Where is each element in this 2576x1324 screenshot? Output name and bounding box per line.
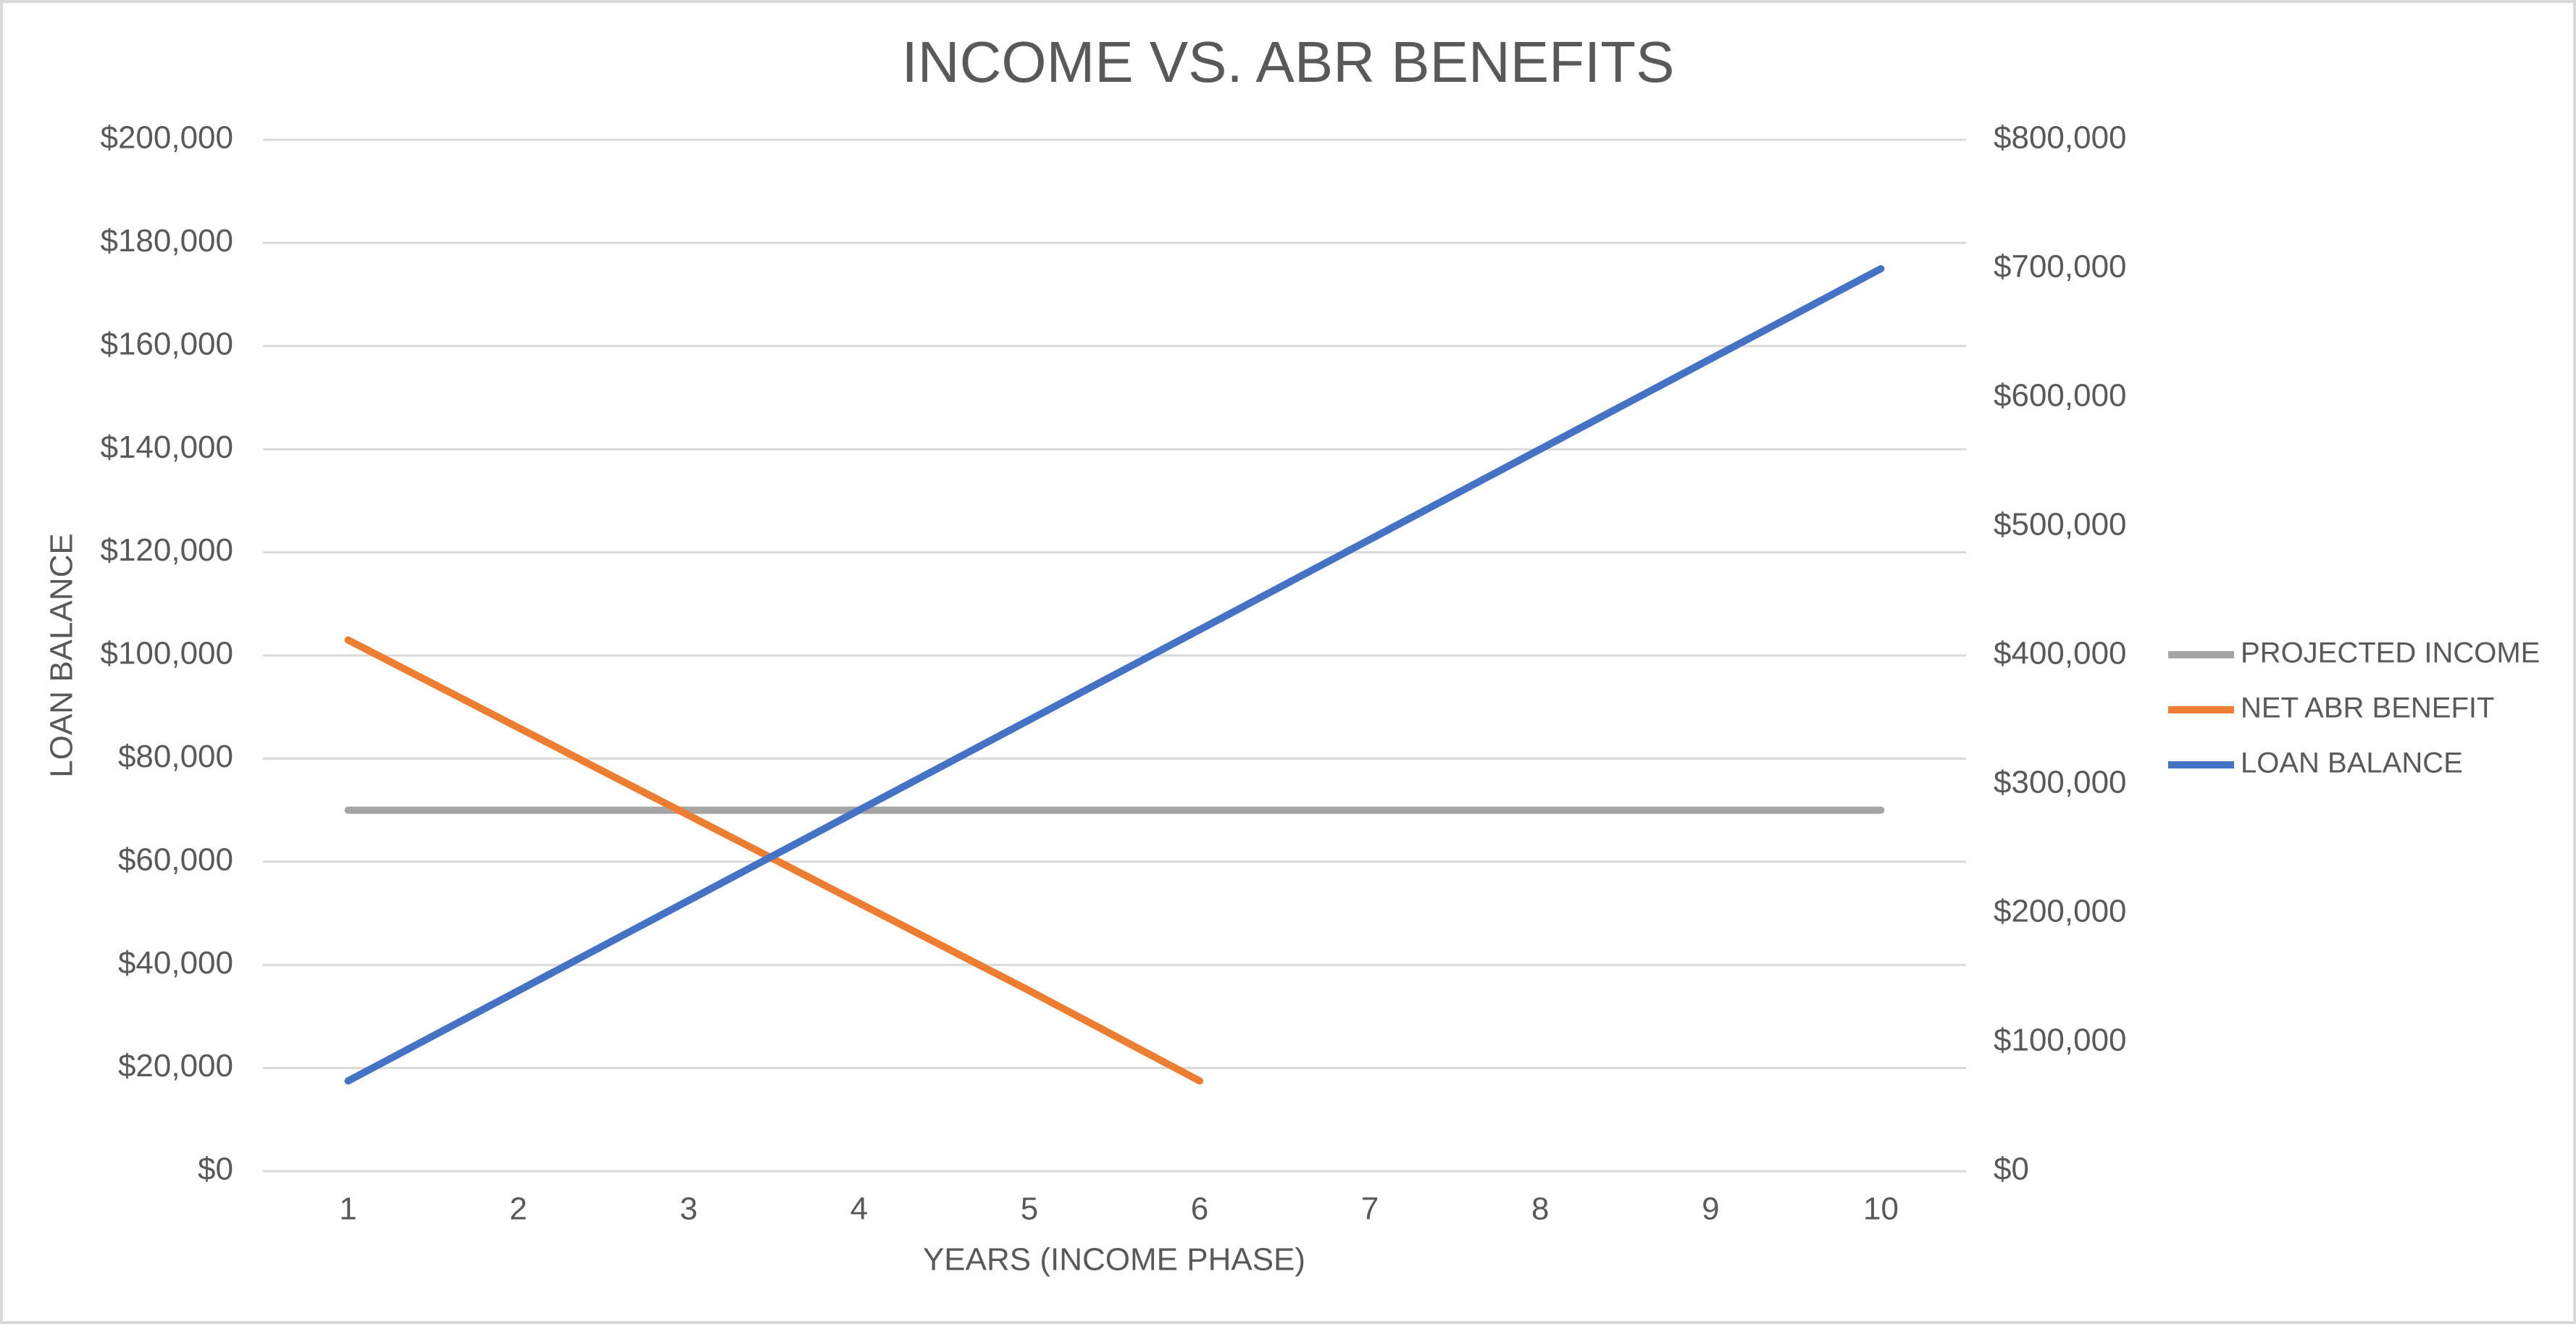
y-tick-label: $0	[198, 1152, 233, 1187]
x-tick-label: 2	[509, 1191, 527, 1227]
x-axis-title: YEARS (INCOME PHASE)	[923, 1242, 1305, 1278]
y-tick-label: $60,000	[118, 842, 233, 877]
y-tick-label: $100,000	[100, 636, 233, 671]
y2-tick-label: $700,000	[1994, 249, 2127, 285]
legend-label: NET ABR BENEFIT	[2241, 692, 2494, 724]
x-tick-label: 10	[1863, 1191, 1899, 1227]
y-tick-label: $120,000	[100, 532, 233, 568]
x-tick-label: 8	[1531, 1191, 1549, 1227]
y-tick-label: $180,000	[100, 223, 233, 259]
x-tick-label: 7	[1361, 1191, 1379, 1227]
x-tick-label: 3	[680, 1191, 698, 1227]
legend-label: PROJECTED INCOME	[2241, 637, 2540, 669]
chart-title: INCOME VS. ABR BENEFITS	[902, 30, 1675, 94]
y-tick-label: $40,000	[118, 945, 233, 981]
y2-tick-label: $500,000	[1994, 507, 2127, 542]
x-tick-label: 6	[1191, 1191, 1208, 1227]
x-tick-label: 4	[850, 1191, 868, 1227]
y2-tick-label: $200,000	[1994, 894, 2127, 929]
y-tick-label: $80,000	[118, 739, 233, 774]
y2-tick-label: $400,000	[1994, 636, 2127, 671]
legend-label: LOAN BALANCE	[2241, 747, 2463, 779]
y-tick-label: $20,000	[118, 1048, 233, 1084]
x-tick-label: 5	[1021, 1191, 1038, 1227]
y-tick-label: $160,000	[100, 326, 233, 361]
y2-tick-label: $0	[1994, 1152, 2029, 1187]
y2-tick-label: $800,000	[1994, 120, 2127, 156]
line-series	[344, 265, 1885, 1085]
y-tick-label: $200,000	[100, 120, 233, 156]
y-tick-label: $140,000	[100, 430, 233, 465]
y2-tick-label: $600,000	[1994, 378, 2127, 414]
y2-tick-label: $300,000	[1994, 765, 2127, 800]
y-axis-title: LOAN BALANCE	[44, 533, 80, 777]
y2-tick-label: $100,000	[1994, 1023, 2127, 1058]
x-tick-label: 1	[339, 1191, 356, 1227]
x-tick-label: 9	[1702, 1191, 1719, 1227]
